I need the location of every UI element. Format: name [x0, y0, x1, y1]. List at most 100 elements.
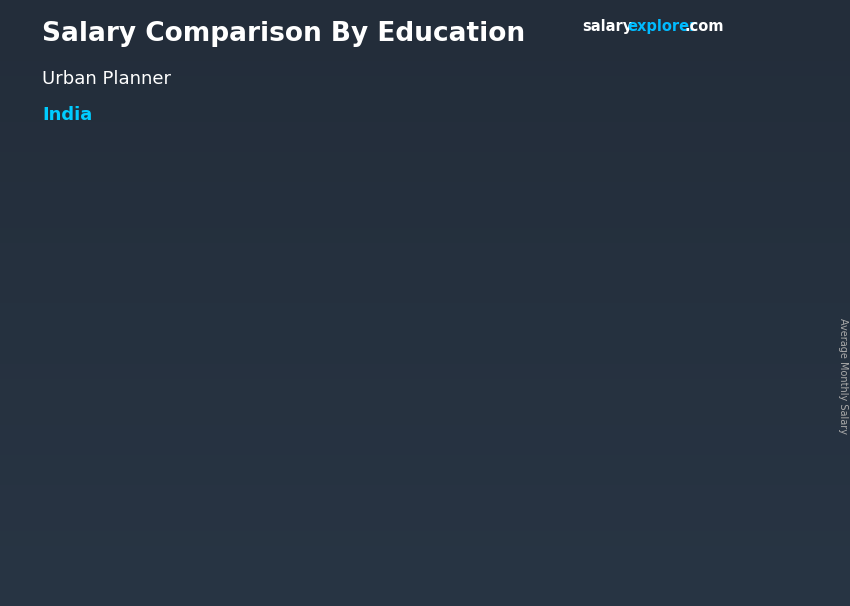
Bar	[570, 444, 657, 446]
Bar	[363, 485, 450, 487]
Bar	[570, 374, 657, 376]
Bar	[156, 449, 242, 450]
Bar	[156, 510, 242, 511]
Bar	[570, 436, 657, 439]
Bar	[570, 364, 657, 367]
Bar	[363, 455, 450, 456]
Bar	[156, 469, 242, 470]
Bar	[156, 519, 242, 520]
Bar	[156, 482, 242, 484]
Bar	[570, 339, 657, 341]
Bar	[710, 73, 791, 91]
Bar	[570, 485, 657, 488]
Bar	[570, 304, 657, 306]
Bar	[570, 427, 657, 430]
Bar	[363, 453, 450, 455]
Bar	[363, 390, 450, 392]
Bar	[570, 341, 657, 344]
Bar	[363, 458, 450, 459]
Bar	[363, 448, 450, 450]
Bar	[156, 444, 242, 445]
Bar	[156, 501, 242, 502]
Bar	[363, 450, 450, 452]
Bar	[570, 355, 657, 358]
Bar	[363, 403, 450, 405]
Bar	[570, 476, 657, 478]
Bar	[156, 494, 242, 495]
Text: 36,500 INR: 36,500 INR	[369, 346, 460, 361]
Bar	[156, 507, 242, 508]
Bar	[156, 520, 242, 521]
Bar	[570, 422, 657, 425]
Bar	[156, 447, 242, 448]
Bar	[570, 344, 657, 346]
Bar	[363, 447, 450, 448]
Bar	[363, 431, 450, 433]
Polygon shape	[657, 285, 669, 527]
Bar	[363, 518, 450, 519]
Bar	[570, 513, 657, 516]
Bar	[570, 388, 657, 390]
Bar	[570, 311, 657, 313]
Bar	[570, 330, 657, 332]
Bar	[570, 371, 657, 374]
Bar	[570, 471, 657, 474]
Bar	[363, 413, 450, 414]
Bar	[570, 516, 657, 518]
Text: 24,200 INR: 24,200 INR	[56, 399, 147, 414]
Bar	[570, 453, 657, 455]
Bar	[570, 506, 657, 508]
Bar	[570, 520, 657, 522]
Bar	[363, 471, 450, 472]
Bar	[570, 441, 657, 444]
Bar	[156, 423, 242, 424]
Bar	[156, 442, 242, 443]
Bar	[156, 484, 242, 485]
FancyArrowPatch shape	[389, 75, 592, 341]
Bar	[570, 446, 657, 448]
Bar	[570, 376, 657, 378]
Bar	[156, 502, 242, 503]
Bar	[570, 335, 657, 336]
Bar	[156, 516, 242, 517]
Bar	[363, 521, 450, 522]
Bar	[570, 332, 657, 335]
Circle shape	[749, 81, 751, 83]
Bar	[363, 491, 450, 493]
Bar	[156, 446, 242, 447]
Bar	[363, 510, 450, 511]
Bar	[570, 469, 657, 471]
Bar	[363, 474, 450, 475]
Bar	[156, 511, 242, 513]
Bar	[156, 485, 242, 487]
Bar	[570, 336, 657, 339]
Bar	[156, 425, 242, 426]
Bar	[570, 302, 657, 304]
Bar	[363, 373, 450, 375]
Bar	[363, 463, 450, 464]
Bar	[570, 411, 657, 413]
Bar	[156, 458, 242, 459]
Bar	[363, 467, 450, 469]
Bar	[570, 478, 657, 481]
Bar	[156, 424, 242, 425]
Bar	[363, 479, 450, 480]
Polygon shape	[450, 364, 462, 527]
Bar	[570, 460, 657, 462]
Bar	[570, 462, 657, 464]
Bar	[570, 350, 657, 353]
Bar	[570, 362, 657, 364]
Bar	[363, 371, 450, 373]
Polygon shape	[156, 419, 255, 423]
Bar	[363, 416, 450, 417]
Bar	[156, 472, 242, 473]
Bar	[156, 496, 242, 497]
Bar	[156, 455, 242, 456]
Bar	[363, 461, 450, 463]
Bar	[570, 390, 657, 392]
Bar	[156, 430, 242, 431]
Bar	[363, 487, 450, 488]
Bar	[156, 524, 242, 525]
Bar	[363, 400, 450, 402]
Bar	[570, 481, 657, 483]
